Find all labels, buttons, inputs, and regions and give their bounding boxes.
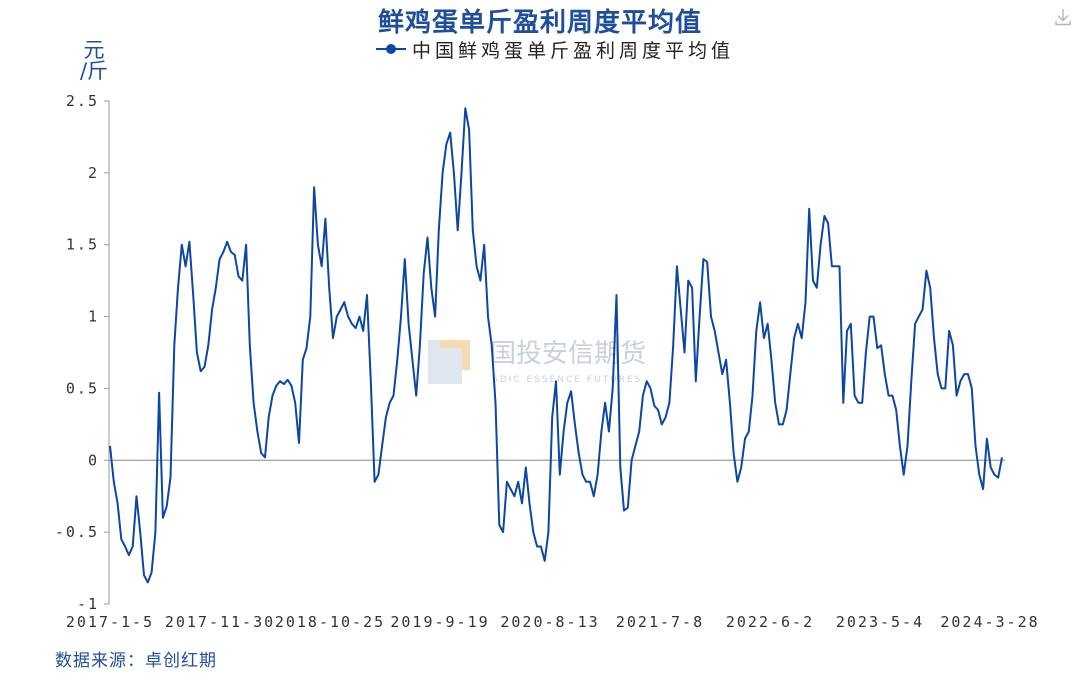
y-tick-label: -0.5 (55, 523, 99, 541)
x-tick-label: 2018-10-25 (275, 613, 385, 631)
download-icon[interactable] (1052, 6, 1074, 28)
unit-yuan: 元 (83, 38, 105, 62)
y-tick-label: -1 (77, 595, 99, 613)
chart-title: 鲜鸡蛋单斤盈利周度平均值 (377, 8, 702, 38)
watermark: 国投安信期货 SDIC ESSENCE FUTURES (428, 339, 646, 385)
y-tick-label: 0 (88, 451, 99, 469)
unit-per-jin: /斤 (79, 59, 109, 83)
y-tick-label: 1 (88, 308, 99, 326)
x-tick-label: 2019-9-19 (390, 613, 489, 631)
data-source: 数据来源：卓创红期 (55, 651, 217, 671)
x-tick-label: 2022-6-2 (726, 613, 814, 631)
x-tick-label: 2023-5-4 (836, 613, 924, 631)
legend-line-marker (376, 44, 406, 54)
x-axis-ticks: 2017-1-5 2017-11-30 2018-10-25 2019-9-19 202… (66, 613, 1039, 631)
watermark-logo-accent (440, 340, 470, 370)
x-tick-label: 2021-7-8 (616, 613, 704, 631)
y-axis-unit: 元 /斤 (74, 40, 114, 82)
chart-plot: 国投安信期货 SDIC ESSENCE FUTURES -1 -0.5 0 0.5 1 1… (55, 92, 1039, 631)
x-tick-label: 2017-11-30 (165, 613, 275, 631)
y-tick-label: 1.5 (66, 236, 99, 254)
series-line (109, 107, 1003, 584)
watermark-name: 国投安信期货 (490, 339, 646, 369)
y-tick-label: 2.5 (66, 92, 99, 110)
y-tick-label: 2 (88, 164, 99, 182)
y-tick-label: 0.5 (66, 379, 99, 397)
chart-legend: 中国鲜鸡蛋单斤盈利周度平均值 (376, 36, 734, 62)
y-axis-ticks: -1 -0.5 0 0.5 1 1.5 2 2.5 (55, 92, 109, 613)
download-icon-glyph (1055, 9, 1071, 26)
x-tick-label: 2024-3-28 (940, 613, 1039, 631)
x-tick-label: 2017-1-5 (66, 613, 154, 631)
watermark-subtitle: SDIC ESSENCE FUTURES (492, 375, 642, 385)
legend-series-label: 中国鲜鸡蛋单斤盈利周度平均值 (412, 39, 735, 62)
x-tick-label: 2020-8-13 (500, 613, 599, 631)
